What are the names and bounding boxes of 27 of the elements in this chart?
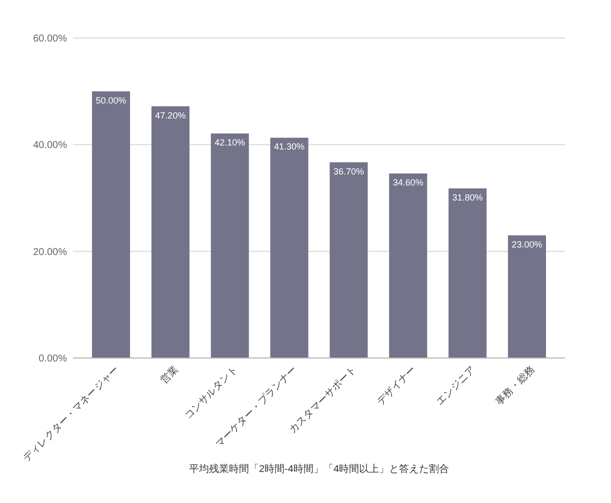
x-tick-label: 営業 [158, 364, 181, 386]
y-tick-label: 60.00% [33, 34, 68, 44]
data-label: 50.00% [96, 95, 126, 106]
x-tick-label: コンサルタント [182, 364, 240, 422]
data-label: 31.80% [452, 192, 483, 202]
bar [270, 138, 308, 358]
bar [389, 173, 428, 358]
bar [448, 188, 487, 358]
y-tick-label: 20.00% [33, 246, 68, 258]
data-label: 41.30% [274, 142, 305, 152]
bar [92, 91, 130, 358]
data-label: 34.60% [392, 177, 424, 188]
y-tick-label: 40.00% [33, 140, 68, 152]
y-tick-label: 0.00% [38, 354, 68, 364]
x-tick-label: ディレクター・マネージャー [21, 364, 122, 464]
data-label: 42.10% [214, 137, 246, 148]
bar [210, 133, 249, 358]
data-label: 23.00% [512, 239, 542, 250]
x-tick-label: エンジニア [434, 364, 478, 408]
bar [508, 235, 546, 358]
bar [330, 162, 368, 358]
data-label: 36.70% [333, 166, 364, 176]
x-tick-label: 事務・総務 [493, 364, 538, 408]
data-label: 47.20% [155, 110, 186, 120]
x-tick-label: デザイナー [375, 364, 418, 408]
x-axis-title: 平均残業時間「2時間-4時間」「4時間以上」と答えた割合 [188, 463, 450, 475]
bar [151, 106, 190, 358]
